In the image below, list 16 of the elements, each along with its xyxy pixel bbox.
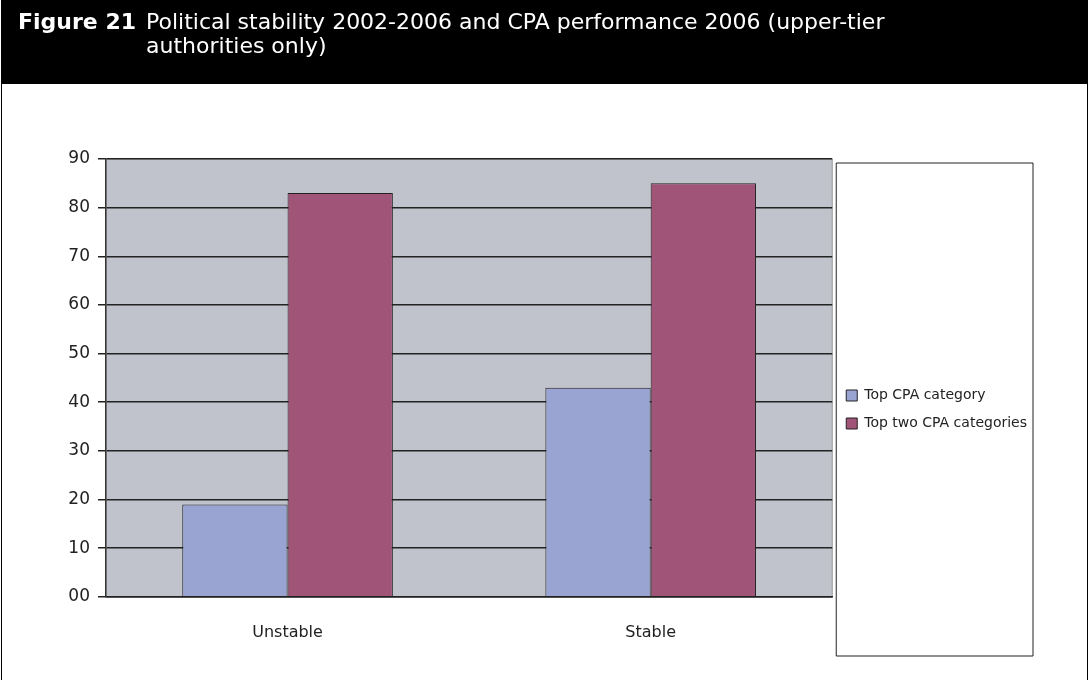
x-tick-label: Unstable [252,621,323,641]
y-tick-label: 20 [68,487,90,508]
y-tick-label: 70 [68,244,90,265]
x-tick-label: Stable [625,621,677,641]
y-tick-label: 30 [68,439,90,460]
chart-title: Figure 21 [18,9,137,36]
y-tick-label: 90 [68,147,90,168]
legend-label: Top CPA category [863,386,986,403]
y-tick-label: 10 [68,536,90,557]
y-tick-label: 80 [68,196,90,217]
chart-subtitle: Political stability 2002-2006 and CPA performance 2006 (upper-tier authorities only) [146,9,886,60]
y-tick-label: 40 [68,390,90,411]
y-tick-label: 60 [68,293,90,314]
legend-label: Top two CPA categories [863,414,1027,431]
y-tick-label: 00 [68,585,90,606]
y-tick-label: 50 [68,342,90,362]
